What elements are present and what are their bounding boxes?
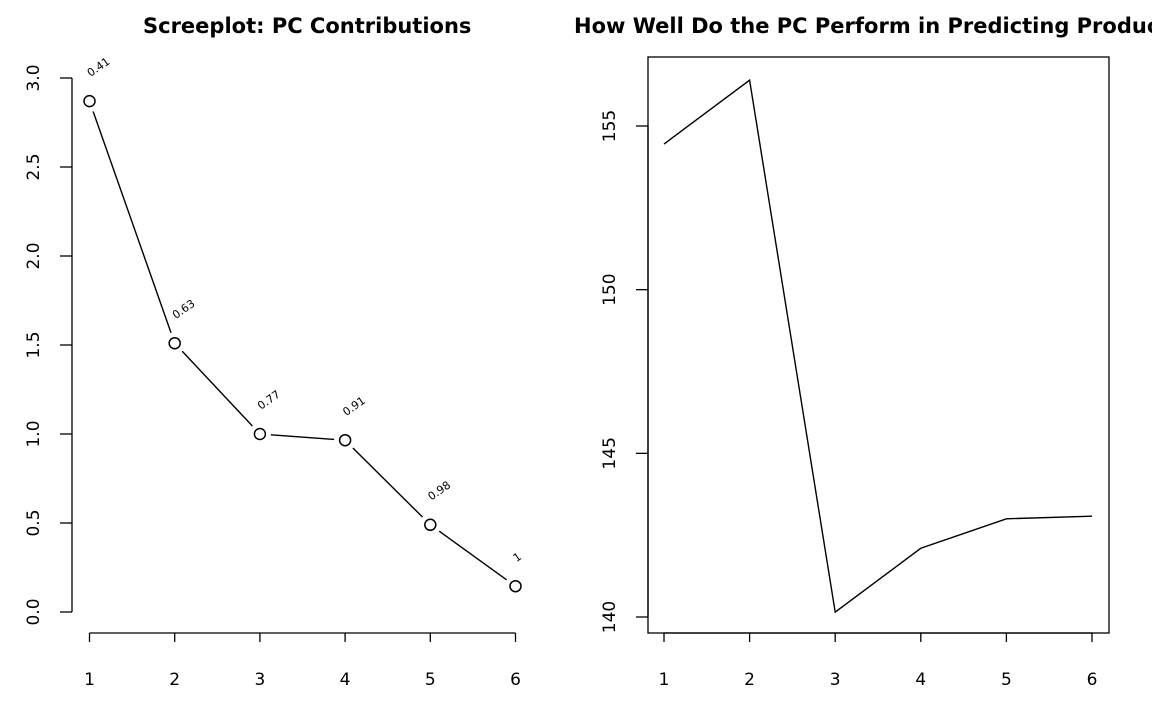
chart1-x-tick-label: 2 (169, 670, 180, 690)
chart1-series-segment (181, 350, 253, 427)
chart2-y-tick-label: 145 (600, 437, 620, 469)
chart1-series-segment (92, 111, 172, 334)
chart1-y-tick-label: 1.5 (24, 331, 44, 358)
chart1-x-tick-label: 5 (425, 670, 436, 690)
chart1-data-point (424, 518, 437, 532)
chart2-plot-box (647, 56, 1110, 634)
chart1-y-tick-label: 1.0 (24, 420, 44, 447)
chart2-title: How Well Do the PC Perform in Predicting… (574, 14, 1152, 38)
chart2-y-tick-label: 155 (600, 110, 620, 142)
chart1-y-tick-label: 3.0 (24, 64, 44, 91)
chart1-title: Screeplot: PC Contributions (143, 14, 472, 38)
chart1-x-tick-label: 1 (84, 670, 95, 690)
chart2-y-tick-label: 150 (600, 273, 620, 305)
chart1-series-segment (438, 530, 507, 581)
chart1-data-point (338, 433, 352, 447)
chart1-x-tick-label: 3 (254, 670, 265, 690)
chart2-series-line (663, 78, 1093, 614)
chart2-x-tick-label: 3 (830, 670, 841, 690)
chart1-series-segment (270, 434, 335, 441)
chart2-y-tick-label: 140 (600, 601, 620, 633)
chart2-x-tick-label: 1 (659, 670, 670, 690)
chart1-data-label: 0.41 (85, 55, 113, 80)
chart1-data-label: 0.98 (426, 479, 454, 504)
chart1-y-tick-label: 0.5 (24, 509, 44, 536)
chart2-x-tick-label: 4 (915, 670, 926, 690)
chart1-x-tick-label: 6 (510, 670, 521, 690)
chart2-x-tick-label: 2 (744, 670, 755, 690)
chart1-data-point (83, 94, 96, 108)
chart2-x-tick-label: 5 (1001, 670, 1012, 690)
chart1-series-segment (352, 447, 423, 518)
chart1-data-label: 0.77 (255, 388, 283, 413)
chart1-y-tick-label: 2.5 (24, 153, 44, 180)
chart1-data-point (509, 579, 522, 593)
chart2-x-tick-label: 6 (1087, 670, 1098, 690)
chart1-data-point (253, 427, 267, 441)
chart1-data-point (168, 336, 181, 350)
chart1-y-tick-label: 2.0 (24, 242, 44, 269)
chart1-data-label: 0.63 (170, 297, 198, 322)
chart1-data-label: 0.91 (340, 394, 368, 419)
chart1-data-label: 1 (511, 550, 524, 565)
chart1-y-tick-label: 0.0 (24, 598, 44, 625)
chart1-x-tick-label: 4 (340, 670, 351, 690)
